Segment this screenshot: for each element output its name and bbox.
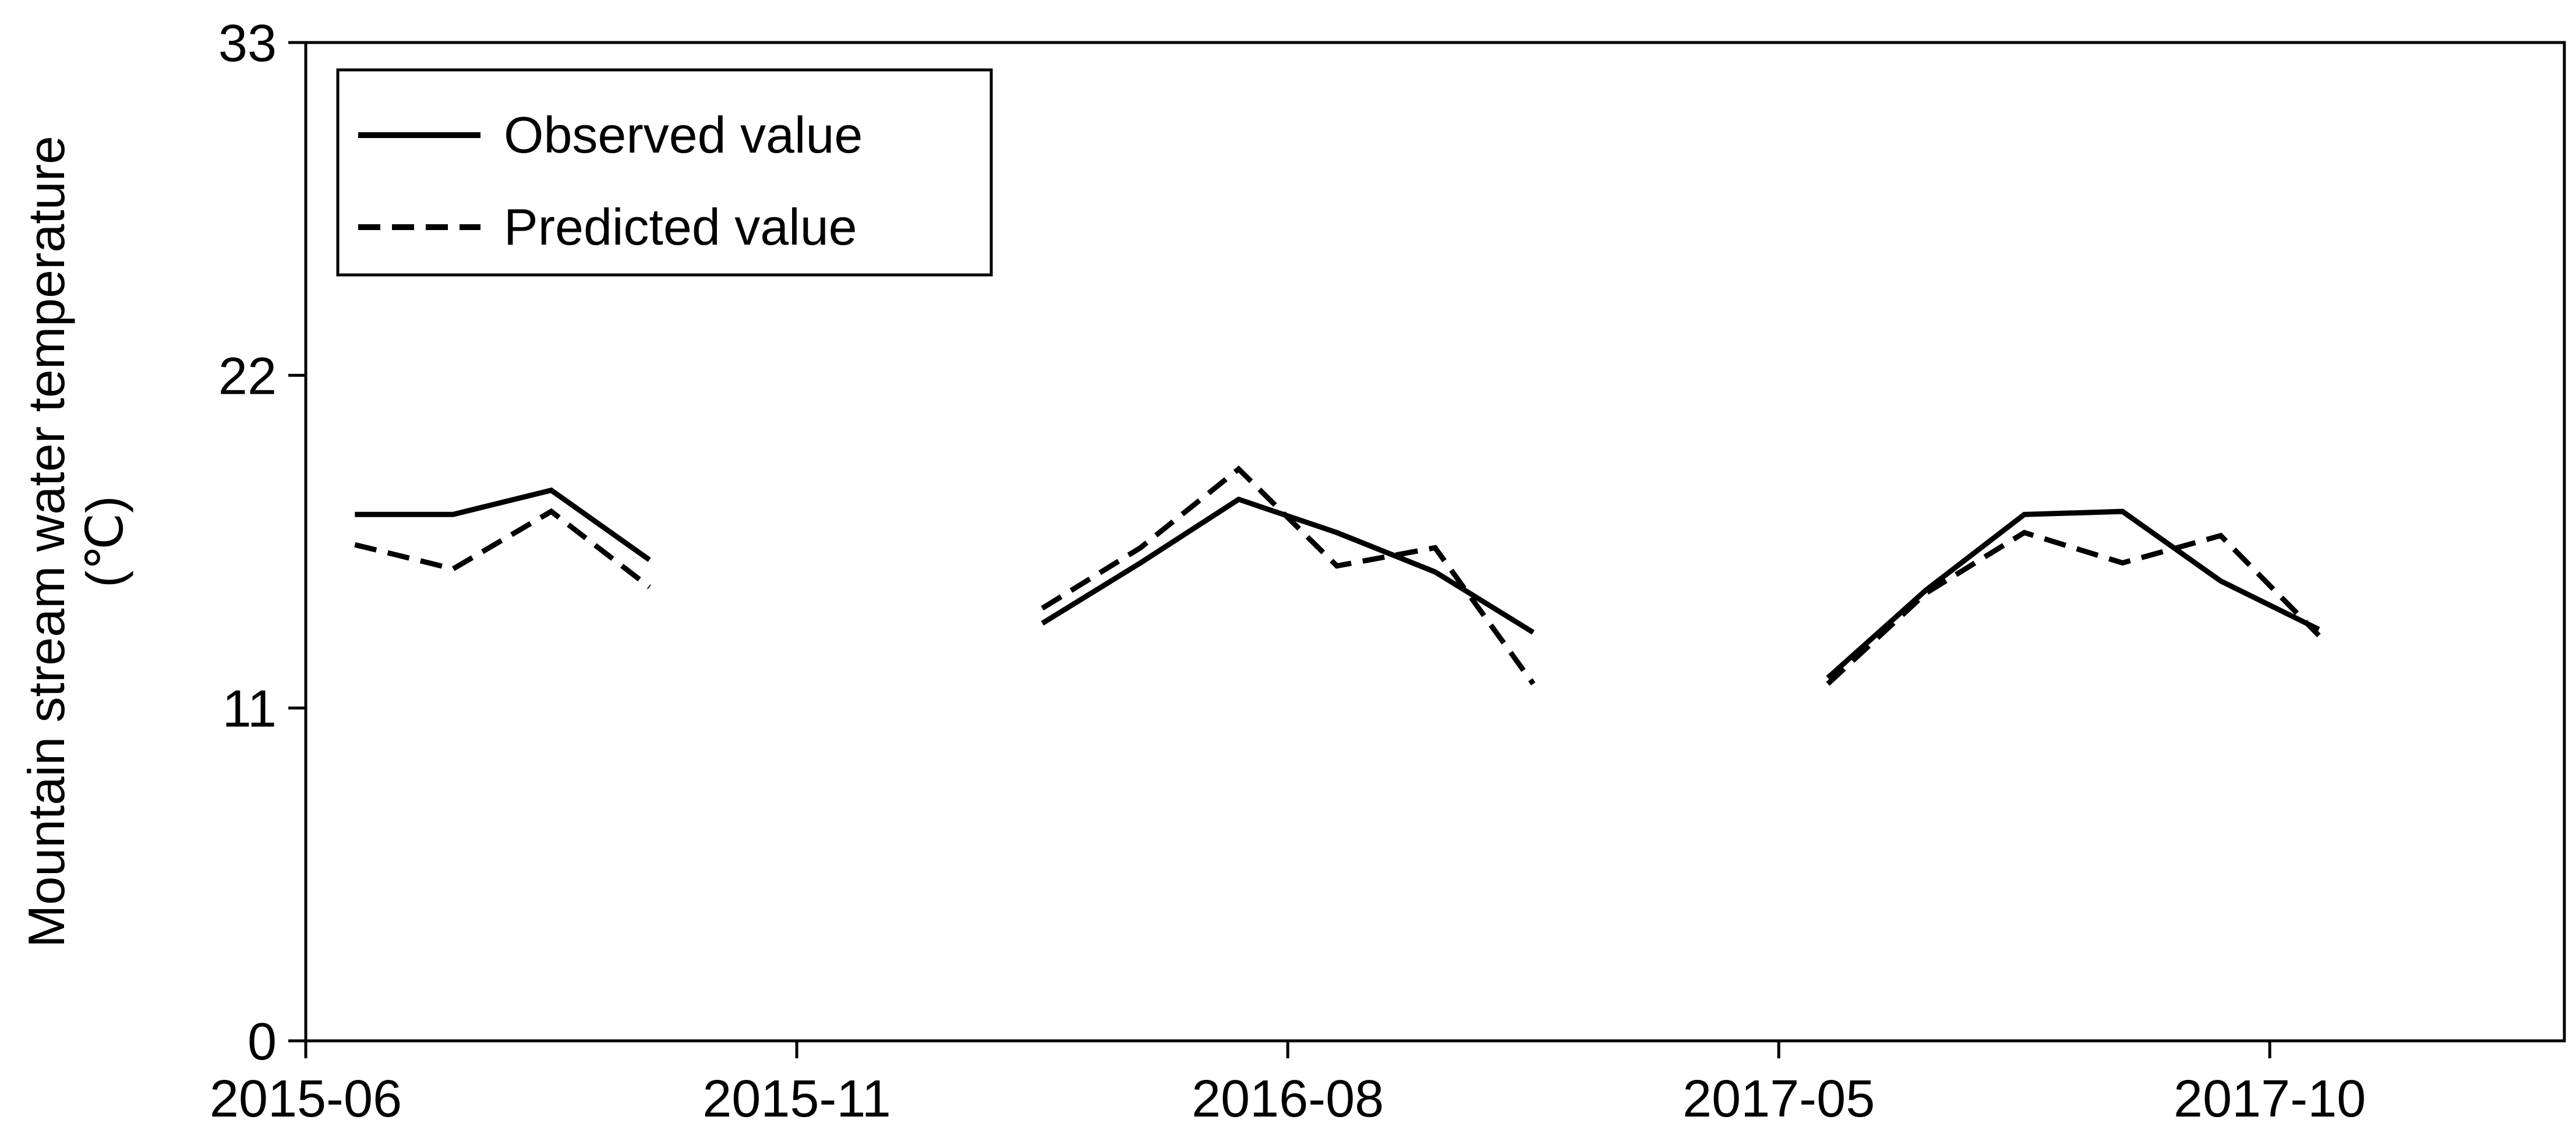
y-axis-unit: (℃) — [76, 496, 133, 587]
y-tick-label: 0 — [248, 1013, 277, 1071]
y-tick-label: 33 — [218, 15, 277, 73]
series-line-segment — [354, 508, 651, 589]
y-axis-title: Mountain stream water temperature — [17, 136, 75, 948]
x-tick-label: 2017-05 — [1683, 1070, 1875, 1128]
series-observed — [355, 487, 2320, 680]
y-tick-label: 22 — [218, 347, 277, 405]
axes: 0 11 22 33 2015-06 2015-11 2016-08 2017-05 2017-… — [210, 15, 2366, 1128]
series-line-segment — [1826, 508, 2320, 680]
y-tick-label: 11 — [222, 680, 277, 739]
series-line-segment — [355, 487, 651, 562]
legend-label: Predicted value — [504, 198, 857, 256]
series-line-segment — [1041, 465, 1536, 686]
plot-frame — [304, 41, 2566, 1043]
series-layer — [354, 465, 2321, 686]
x-tick-label: 2015-11 — [702, 1070, 891, 1128]
plot-area — [304, 41, 2566, 1043]
x-tick-label: 2015-06 — [210, 1070, 402, 1128]
legend: Observed value Predicted value — [336, 68, 993, 277]
axis-titles: Mountain stream water temperature (℃) — [17, 136, 133, 948]
x-tick-label: 2017-10 — [2174, 1070, 2366, 1128]
legend-label: Observed value — [504, 106, 863, 164]
legend-box — [336, 68, 993, 277]
series-line-segment — [1826, 529, 2321, 686]
x-tick-label: 2016-08 — [1192, 1070, 1384, 1128]
series-predicted — [354, 465, 2321, 686]
